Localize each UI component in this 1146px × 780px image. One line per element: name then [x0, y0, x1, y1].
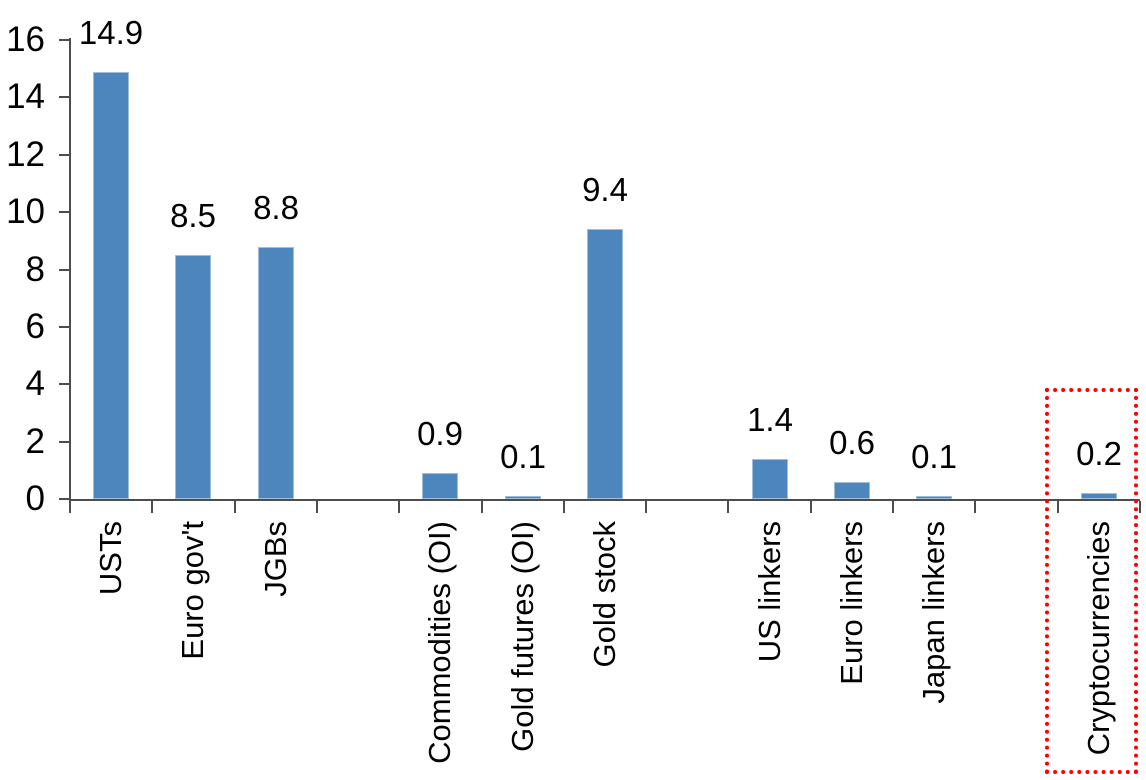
- bar: [422, 473, 458, 499]
- category-label: Japan linkers: [916, 521, 951, 704]
- bar-value-label: 14.9: [78, 14, 144, 51]
- x-axis-line: [69, 499, 1140, 501]
- y-axis-tick: [59, 96, 70, 98]
- x-axis-tick: [563, 501, 565, 513]
- x-axis-tick: [892, 501, 894, 513]
- bar: [258, 247, 294, 499]
- highlight-box: [1045, 388, 1138, 774]
- x-axis-tick: [645, 501, 647, 513]
- bar: [175, 255, 211, 499]
- y-axis-tick-label: 16: [6, 20, 45, 59]
- bar: [505, 496, 541, 499]
- y-axis-tick-label: 14: [6, 77, 45, 116]
- bar-value-label: 0.2: [1076, 435, 1122, 472]
- bar-value-label: 9.4: [582, 171, 628, 208]
- y-axis-tick-label: 8: [25, 250, 45, 289]
- x-axis-tick: [69, 501, 71, 513]
- x-axis-tick: [234, 501, 236, 513]
- y-axis-tick: [59, 498, 70, 500]
- bar: [916, 496, 952, 499]
- y-axis-tick: [59, 269, 70, 271]
- y-axis-tick-label: 0: [25, 479, 45, 518]
- y-axis-tick: [59, 154, 70, 156]
- y-axis-tick: [59, 383, 70, 385]
- category-label: USTs: [93, 521, 128, 596]
- bar: [834, 482, 870, 499]
- y-axis-tick: [59, 39, 70, 41]
- x-axis-tick: [1057, 501, 1059, 513]
- y-axis-tick-label: 4: [25, 364, 45, 403]
- category-label: Euro linkers: [834, 521, 869, 685]
- y-axis-tick-label: 6: [25, 307, 45, 346]
- bar: [93, 72, 129, 499]
- x-axis-tick: [398, 501, 400, 513]
- x-axis-tick: [481, 501, 483, 513]
- x-axis-tick: [810, 501, 812, 513]
- y-axis-tick-label: 12: [6, 135, 45, 174]
- category-label: Euro gov't: [175, 521, 210, 660]
- category-label: US linkers: [752, 521, 787, 663]
- category-label: Gold stock: [587, 521, 622, 668]
- bar-value-label: 0.1: [911, 438, 957, 475]
- bar-value-label: 0.9: [417, 415, 463, 452]
- y-axis-tick-label: 2: [25, 422, 45, 461]
- x-axis-tick: [974, 501, 976, 513]
- bar-value-label: 8.8: [253, 189, 299, 226]
- x-axis-tick: [1139, 501, 1141, 513]
- y-axis-tick: [59, 326, 70, 328]
- category-label: Commodities (OI): [422, 521, 457, 764]
- bar: [752, 459, 788, 499]
- bar-value-label: 8.5: [170, 197, 216, 234]
- x-axis-tick: [727, 501, 729, 513]
- y-axis-line: [69, 38, 71, 501]
- x-axis-tick: [151, 501, 153, 513]
- category-label: Gold futures (OI): [505, 521, 540, 752]
- bar-value-label: 0.6: [829, 424, 875, 461]
- y-axis-tick: [59, 211, 70, 213]
- y-axis-tick-label: 10: [6, 192, 45, 231]
- x-axis-tick: [316, 501, 318, 513]
- y-axis-tick: [59, 441, 70, 443]
- bar-value-label: 0.1: [500, 438, 546, 475]
- category-label: JGBs: [258, 521, 293, 597]
- bar: [1081, 493, 1117, 499]
- bar: [587, 229, 623, 499]
- bar-value-label: 1.4: [747, 401, 793, 438]
